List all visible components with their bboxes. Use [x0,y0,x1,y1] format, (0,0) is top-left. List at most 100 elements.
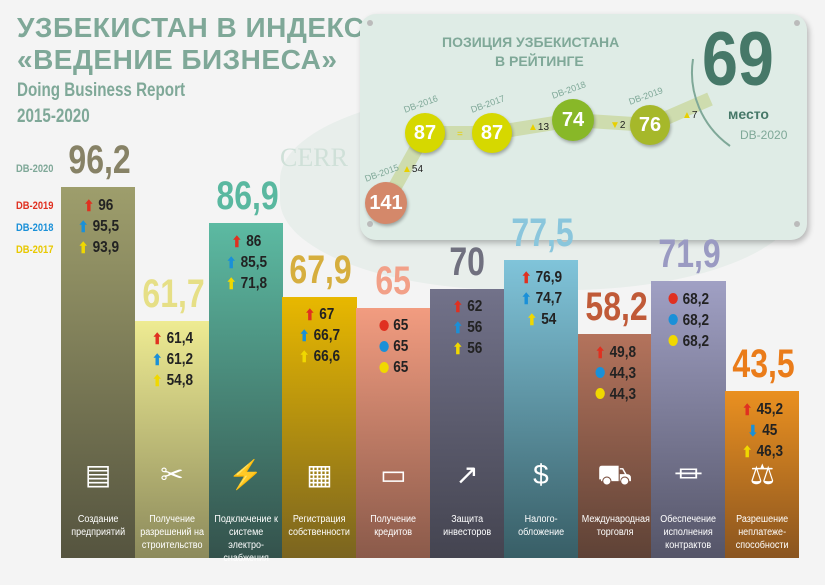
arrow-up-icon: ⬆ [452,341,464,359]
value-2020: 65 [375,258,412,303]
legend-db2019: DB-2019 [16,200,54,212]
rank-point: 87 [405,113,445,153]
value-2020: 67,9 [289,247,353,292]
prior-year-value: 65 [362,358,425,379]
bar: ⬆ 62 ⬆ 56 ⬆ 56 ↗ Защита инвесторов [430,288,505,558]
arrow-up-icon: ⬆ [452,320,464,338]
subtitle-years: 2015-2020 [17,106,90,127]
truck-icon: ⛟ [597,459,633,490]
arrow-up-icon: ⬆ [151,352,163,370]
change-up-icon: ▲ [402,164,412,175]
bar: ⬆ 86 ⬆ 85,5 ⬆ 71,8 ⚡ Подключение к системе эл… [208,223,283,564]
prior-year-value: ⬆ 56 [452,340,483,359]
bar: ⬆ 61,4 ⬆ 61,2 ⬆ 54,8 ✂ Получение разрешений н… [134,320,210,558]
prior-year-value: ⬆ 49,8 [594,343,636,362]
growth-chart-icon: ↗ [455,459,479,490]
dot-icon [594,386,606,403]
value-2020: 70 [449,239,485,284]
rank-change: ▲54 [402,164,423,175]
category-label: Подключение к системе электро-снабжения [213,514,278,564]
category-label: Получение кредитов [370,514,417,538]
arrow-up-icon: ⬆ [77,218,89,236]
arrow-up-icon: ⬆ [526,312,538,330]
indicator-column: 65 65 65 65 ▭ Получение кредитов [356,258,431,558]
prior-year-value: ⬆ 67 [304,306,335,325]
gavel-icon: ⚖ [749,459,775,490]
indicator-column: 43,5 ⬆ 45,2 ⬇ 45 ⬆ 46,3 ⚖ Разрешение неплатеж… [725,342,800,558]
tools-icon: ✂ [160,459,184,490]
category-label: Создание предприятий [71,514,126,538]
dot-icon [594,365,606,382]
value-2020: 43,5 [732,342,795,387]
category-label: Регистрация собственности [288,514,351,538]
credit-card-icon: ▭ [380,459,407,490]
category-label: Налого-обложение [517,514,564,538]
change-value: 54 [411,164,424,175]
rank-value: 87 [480,121,504,144]
value-2020: 71,9 [658,232,722,277]
category-label: Обеспечение исполнения контрактов [660,514,717,551]
current-rank-label: место [728,106,769,122]
bar: ⬆ 45,2 ⬇ 45 ⬆ 46,3 ⚖ Разрешение неплатеже-спо… [725,391,800,558]
title-line-2: «ВЕДЕНИЕ БИЗНЕСА» [17,44,338,75]
prior-year-value: 68,2 [657,310,720,331]
arrow-up-icon: ⬆ [520,291,532,309]
prior-year-value: ⬆ 86 [231,232,261,251]
ranking-title-2: В РЕЙТИНГЕ [495,53,584,69]
dot-icon [668,291,680,308]
rank-value: 74 [561,108,585,131]
rank-change: = [457,129,463,140]
prior-year-value: 68,2 [657,289,720,310]
dot-icon [668,333,680,350]
prior-year-value: 44,3 [583,384,646,405]
dot-icon [378,339,390,356]
lightning-icon: ⚡ [228,459,264,490]
indicator-column: 71,9 68,2 68,2 68,2 ⏛ Обеспечение исполнен… [651,232,726,558]
prior-year-value: ⬆ 66,7 [299,327,341,346]
title-line-1: УЗБЕКИСТАН В ИНДЕКСЕ [17,12,384,43]
category-label: Разрешение неплатеже-способности [735,514,789,551]
prior-year-value: ⬆ 71,8 [225,274,267,293]
prior-year-value: ⬆ 56 [452,319,483,338]
indicator-column: 61,7 ⬆ 61,4 ⬆ 61,2 ⬆ 54,8 ✂ Получение разреше… [134,274,210,558]
legend-db2018: DB-2018 [16,222,54,234]
business-form-icon: ▤ [84,459,112,490]
legend-db2017: DB-2017 [16,244,54,256]
prior-year-value: ⬇ 45 [747,421,778,440]
arrow-up-icon: ⬆ [742,401,753,419]
change-value: 13 [537,122,550,133]
change-down-icon: ▼ [610,120,620,131]
rank-value: 141 [369,191,403,214]
prior-year-value: ⬆ 96 [83,196,114,215]
ranking-title-1: ПОЗИЦИЯ УЗБЕКИСТАНА [442,34,620,50]
rank-point: 74 [552,99,594,141]
buildings-icon: ▦ [306,459,333,490]
arrow-up-icon: ⬆ [225,275,237,293]
indicator-column: 67,9 ⬆ 67 ⬆ 66,7 ⬆ 66,6 ▦ Регистрация собстве… [282,247,357,558]
arrow-up-icon: ⬆ [299,328,310,346]
arrow-up-icon: ⬆ [594,344,606,362]
current-rank-year: DB-2020 [740,128,788,142]
value-2020: 58,2 [585,285,648,330]
ranking-panel: ПОЗИЦИЯ УЗБЕКИСТАНА В РЕЙТИНГЕ 69 место … [360,14,807,240]
change-same-icon: = [457,129,463,140]
arrow-up-icon: ⬆ [151,373,163,391]
value-2020: 86,9 [216,174,279,219]
change-value: 7 [691,110,698,121]
prior-year-value: ⬆ 74,7 [520,290,562,309]
arrow-down-icon: ⬇ [747,422,759,440]
prior-year-value: ⬆ 76,9 [520,269,562,288]
money-icon: $ [533,459,549,490]
dot-icon [378,318,390,335]
rank-change: ▼2 [610,120,625,131]
indicator-column: 77,5 ⬆ 76,9 ⬆ 74,7 ⬆ 54 $ Налого-обложение [503,213,579,558]
rank-change: ▲13 [528,122,549,133]
rank-change: ▲7 [682,110,697,121]
rank-point: 76 [630,105,670,145]
prior-year-value: 65 [362,337,425,358]
prior-year-value: ⬆ 95,5 [77,217,120,236]
category-label: Международная торговля [581,514,650,538]
bar: ⬆ 67 ⬆ 66,7 ⬆ 66,6 ▦ Регистрация собственност… [282,296,357,558]
rank-point: 87 [472,113,512,153]
subtitle: Doing Business Report [17,80,186,101]
